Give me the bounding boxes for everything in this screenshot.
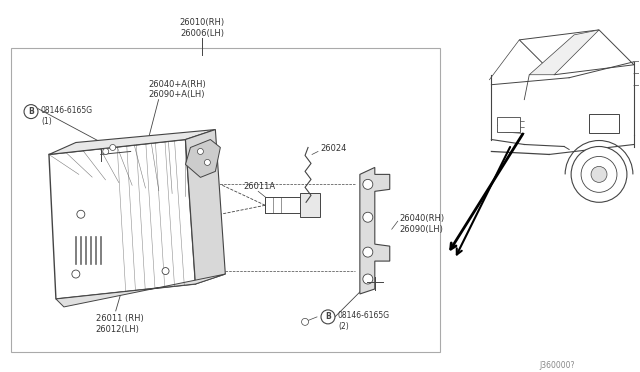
Circle shape — [363, 179, 373, 189]
Circle shape — [321, 310, 335, 324]
Circle shape — [24, 105, 38, 119]
Circle shape — [72, 270, 80, 278]
Polygon shape — [49, 129, 216, 154]
FancyBboxPatch shape — [589, 114, 620, 133]
Circle shape — [363, 212, 373, 222]
Circle shape — [204, 160, 211, 166]
Circle shape — [197, 148, 204, 154]
Circle shape — [109, 144, 116, 150]
Circle shape — [571, 147, 627, 202]
Text: 08146-6165G: 08146-6165G — [338, 311, 390, 320]
Circle shape — [103, 148, 109, 154]
Text: J360000?: J360000? — [540, 361, 575, 370]
Polygon shape — [49, 140, 195, 299]
Polygon shape — [56, 274, 225, 307]
Text: 26090+A(LH): 26090+A(LH) — [148, 90, 205, 99]
Circle shape — [301, 318, 308, 326]
Bar — [11, 48, 440, 352]
Circle shape — [363, 274, 373, 284]
Text: 26024: 26024 — [320, 144, 346, 154]
FancyBboxPatch shape — [300, 193, 320, 217]
Circle shape — [591, 166, 607, 182]
FancyBboxPatch shape — [265, 197, 303, 213]
Text: 26011A: 26011A — [243, 182, 275, 191]
Text: 26090(LH): 26090(LH) — [400, 225, 444, 234]
Text: B: B — [28, 107, 34, 116]
Text: (2): (2) — [338, 322, 349, 331]
Circle shape — [162, 267, 169, 275]
Polygon shape — [519, 30, 634, 75]
FancyBboxPatch shape — [497, 117, 520, 132]
Circle shape — [363, 247, 373, 257]
Circle shape — [77, 210, 85, 218]
Circle shape — [581, 157, 617, 192]
Polygon shape — [186, 129, 225, 284]
Text: 26040+A(RH): 26040+A(RH) — [148, 80, 206, 89]
Text: B: B — [325, 312, 331, 321]
Polygon shape — [529, 30, 599, 75]
Text: 08146-6165G: 08146-6165G — [41, 106, 93, 115]
Text: 26011 (RH): 26011 (RH) — [96, 314, 143, 323]
Text: 26040(RH): 26040(RH) — [400, 214, 445, 223]
Text: 26012(LH): 26012(LH) — [96, 325, 140, 334]
Text: 26006(LH): 26006(LH) — [180, 29, 225, 38]
Text: 26010(RH): 26010(RH) — [180, 18, 225, 27]
Polygon shape — [186, 140, 220, 177]
Text: (1): (1) — [41, 116, 52, 126]
Polygon shape — [360, 167, 390, 294]
